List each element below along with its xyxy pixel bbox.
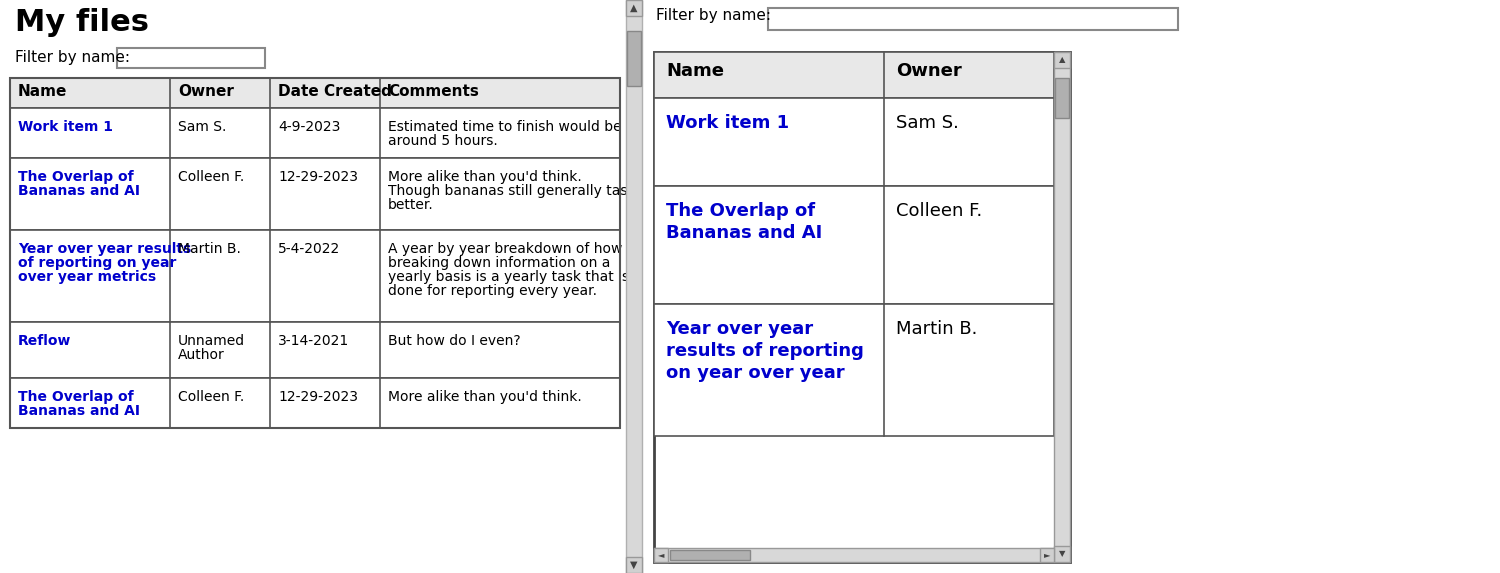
Text: 3-14-2021: 3-14-2021 xyxy=(278,334,350,348)
Bar xyxy=(10,322,620,378)
Bar xyxy=(1040,548,1054,562)
Text: My files: My files xyxy=(15,8,149,37)
Bar xyxy=(1054,52,1070,68)
Bar xyxy=(626,0,642,573)
Text: Colleen F.: Colleen F. xyxy=(896,202,983,220)
Text: done for reporting every year.: done for reporting every year. xyxy=(388,284,597,298)
Text: Bananas and AI: Bananas and AI xyxy=(18,184,140,198)
Text: Comments: Comments xyxy=(388,84,478,99)
Bar xyxy=(10,108,620,158)
Text: Colleen F.: Colleen F. xyxy=(178,390,244,404)
Bar xyxy=(768,8,1178,30)
Text: Colleen F.: Colleen F. xyxy=(178,170,244,184)
Text: Name: Name xyxy=(18,84,68,99)
Bar xyxy=(10,378,620,428)
Bar xyxy=(654,52,1054,98)
Text: Bananas and AI: Bananas and AI xyxy=(666,224,822,242)
Text: breaking down information on a: breaking down information on a xyxy=(388,256,610,270)
Text: ▼: ▼ xyxy=(630,560,638,570)
Text: Filter by name:: Filter by name: xyxy=(656,8,771,23)
Bar xyxy=(654,52,1070,562)
Text: Work item 1: Work item 1 xyxy=(666,114,789,132)
Text: A year by year breakdown of how: A year by year breakdown of how xyxy=(388,242,622,256)
Bar xyxy=(670,550,750,560)
Text: Date Created: Date Created xyxy=(278,84,392,99)
Text: Author: Author xyxy=(178,348,225,362)
Text: ▲: ▲ xyxy=(630,3,638,13)
Text: Work item 1: Work item 1 xyxy=(18,120,112,134)
Text: Year over year: Year over year xyxy=(666,320,813,338)
Bar xyxy=(627,31,640,86)
Bar xyxy=(654,98,1054,186)
Text: Owner: Owner xyxy=(896,62,962,80)
Bar xyxy=(10,78,620,428)
Text: on year over year: on year over year xyxy=(666,364,844,382)
Text: Year over year results: Year over year results xyxy=(18,242,192,256)
Text: Sam S.: Sam S. xyxy=(896,114,958,132)
Text: The Overlap of: The Overlap of xyxy=(18,170,134,184)
Text: around 5 hours.: around 5 hours. xyxy=(388,134,498,148)
Bar xyxy=(10,230,620,322)
Text: 5-4-2022: 5-4-2022 xyxy=(278,242,340,256)
Bar xyxy=(1054,78,1070,118)
Text: better.: better. xyxy=(388,198,433,212)
Bar xyxy=(10,158,620,230)
Text: More alike than you'd think.: More alike than you'd think. xyxy=(388,170,582,184)
Text: Filter by name:: Filter by name: xyxy=(15,50,130,65)
Text: ▼: ▼ xyxy=(1059,550,1065,559)
Bar xyxy=(654,186,1054,304)
Bar xyxy=(117,48,266,68)
Text: Martin B.: Martin B. xyxy=(896,320,978,338)
Text: But how do I even?: But how do I even? xyxy=(388,334,520,348)
Bar xyxy=(1054,52,1070,562)
Text: ◄: ◄ xyxy=(657,551,664,559)
Bar xyxy=(654,548,668,562)
Text: yearly basis is a yearly task that is: yearly basis is a yearly task that is xyxy=(388,270,628,284)
Bar xyxy=(10,78,620,108)
Bar xyxy=(626,557,642,573)
Bar xyxy=(654,304,1054,436)
Text: Reflow: Reflow xyxy=(18,334,72,348)
Text: Name: Name xyxy=(666,62,724,80)
Text: ▲: ▲ xyxy=(1059,56,1065,65)
Text: 12-29-2023: 12-29-2023 xyxy=(278,390,358,404)
Text: The Overlap of: The Overlap of xyxy=(666,202,814,220)
Text: Sam S.: Sam S. xyxy=(178,120,226,134)
Text: results of reporting: results of reporting xyxy=(666,342,864,360)
Text: Owner: Owner xyxy=(178,84,234,99)
Text: over year metrics: over year metrics xyxy=(18,270,156,284)
Text: Bananas and AI: Bananas and AI xyxy=(18,404,140,418)
Text: Estimated time to finish would be: Estimated time to finish would be xyxy=(388,120,621,134)
Bar xyxy=(626,0,642,16)
Bar xyxy=(654,548,1054,562)
Text: of reporting on year: of reporting on year xyxy=(18,256,177,270)
Text: Unnamed: Unnamed xyxy=(178,334,244,348)
Text: Though bananas still generally taste: Though bananas still generally taste xyxy=(388,184,642,198)
Text: 4-9-2023: 4-9-2023 xyxy=(278,120,340,134)
Text: ►: ► xyxy=(1044,551,1050,559)
Text: 12-29-2023: 12-29-2023 xyxy=(278,170,358,184)
Text: The Overlap of: The Overlap of xyxy=(18,390,134,404)
Bar xyxy=(1054,546,1070,562)
Text: More alike than you'd think.: More alike than you'd think. xyxy=(388,390,582,404)
Text: Martin B.: Martin B. xyxy=(178,242,242,256)
